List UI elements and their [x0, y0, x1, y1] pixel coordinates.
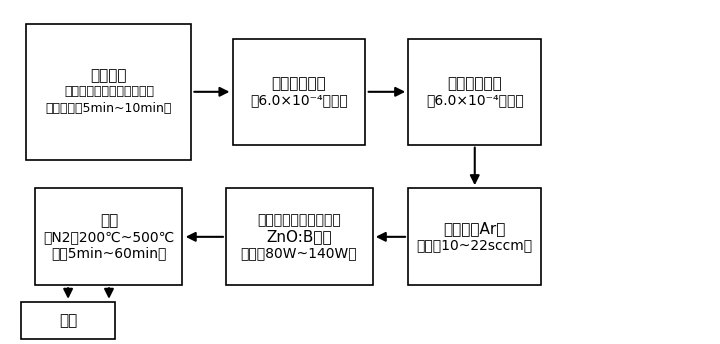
Text: 退火: 退火 [100, 213, 118, 228]
Bar [233, 39, 365, 145]
Text: （N2，200℃~500℃: （N2，200℃~500℃ [43, 230, 174, 244]
Text: 溅射腔室真空: 溅射腔室真空 [271, 76, 326, 91]
Text: （6.0×10⁻⁴以下）: （6.0×10⁻⁴以下） [426, 93, 523, 107]
Text: 水超声清洗5min~10min）: 水超声清洗5min~10min） [46, 102, 172, 115]
Bar [27, 24, 192, 160]
Bar [408, 39, 541, 145]
Text: 出炉: 出炉 [59, 313, 77, 328]
Text: （丙酮、无水乙醇和去离子: （丙酮、无水乙醇和去离子 [64, 85, 154, 98]
Text: 退火5min~60min）: 退火5min~60min） [51, 246, 166, 260]
Text: ZnO:B薄膜: ZnO:B薄膜 [266, 229, 332, 244]
Text: 衬底清洗: 衬底清洗 [91, 68, 127, 83]
Bar [35, 188, 182, 286]
Text: （6.0×10⁻⁴以下）: （6.0×10⁻⁴以下） [250, 93, 348, 107]
Text: 通入溅射Ar气: 通入溅射Ar气 [444, 221, 506, 236]
Bar [22, 302, 114, 339]
Text: （流量10~22sccm）: （流量10~22sccm） [417, 238, 533, 252]
Bar [408, 188, 541, 286]
Text: 溅射制备不同掺杂比的: 溅射制备不同掺杂比的 [257, 214, 341, 227]
Text: （功率80W~140W）: （功率80W~140W） [240, 246, 357, 260]
Text: 溅射腔室真空: 溅射腔室真空 [447, 76, 502, 91]
Bar [225, 188, 372, 286]
